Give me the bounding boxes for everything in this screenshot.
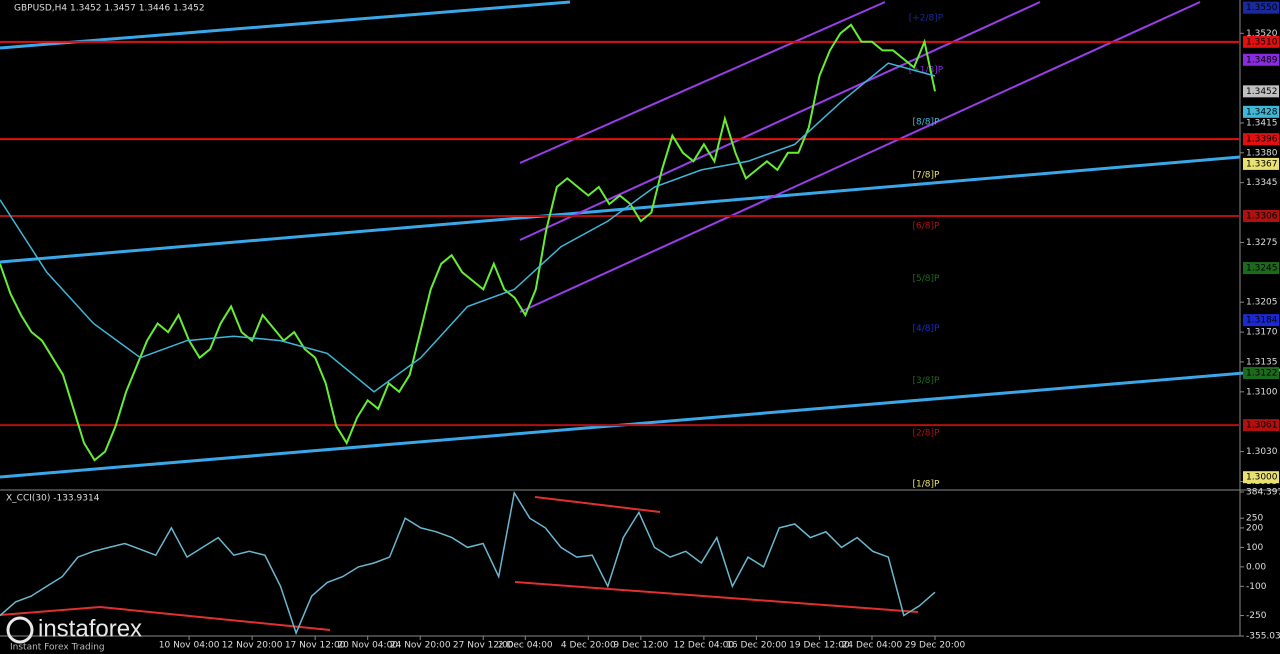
murray-label: [+1/8]P (909, 66, 944, 76)
y-tick-label: 1.3030 (1246, 447, 1278, 457)
level-label: 1.3550 (1246, 3, 1278, 13)
y-tick-label: 384.3971 (1246, 488, 1280, 498)
trend-lines (0, 0, 1280, 637)
y-tick-label: 1.3380 (1246, 148, 1278, 158)
channel-line (519, 1, 886, 164)
level-box (1243, 471, 1279, 484)
level-label: 1.3245 (1246, 264, 1278, 274)
y-tick-label: 100 (1246, 543, 1263, 553)
y-tick-label: 1.3520 (1246, 29, 1278, 39)
x-tick-label: 2 Dec 04:00 (498, 641, 553, 651)
indicator-title: X_CCI(30) -133.9314 (6, 494, 100, 504)
y-tick-label: -355.031 (1246, 632, 1280, 642)
divergence-line (514, 581, 919, 613)
x-tick-label: 24 Nov 20:00 (390, 641, 451, 651)
level-label: 1.3184 (1246, 316, 1278, 326)
y-tick-label: 1.3415 (1246, 118, 1278, 128)
y-tick-label: 0.00 (1246, 562, 1266, 572)
series-line (0, 62, 936, 393)
level-box (1243, 35, 1279, 48)
level-label: 1.3396 (1246, 135, 1278, 145)
level-label: 1.3510 (1246, 37, 1278, 47)
x-tick-label: 12 Nov 20:00 (222, 641, 283, 651)
trend-line (0, 155, 1241, 264)
y-tick-label: 200 (1246, 523, 1263, 533)
murray-label: [+2/8]P (909, 13, 944, 23)
chart-title: GBPUSD,H4 1.3452 1.3457 1.3446 1.3452 (14, 4, 205, 14)
x-tick-label: 29 Dec 20:00 (905, 641, 966, 651)
murray-label: [3/8]P (913, 376, 941, 386)
level-label: 1.3000 (1246, 473, 1278, 483)
murray-label: [5/8]P (913, 274, 941, 284)
logo-name: instaforex (38, 615, 142, 642)
x-tick-label: 27 Nov 12:00 (453, 641, 514, 651)
channel-line (519, 1, 1201, 313)
level-box (1243, 105, 1279, 118)
x-tick-label: 17 Nov 12:00 (285, 641, 346, 651)
y-tick-label: 1.3345 (1246, 178, 1278, 188)
x-tick-label: 19 Dec 12:00 (789, 641, 850, 651)
logo-tagline: Instant Forex Trading (10, 643, 105, 653)
x-tick-label: 4 Dec 20:00 (561, 641, 616, 651)
x-tick-label: 20 Nov 04:00 (337, 641, 398, 651)
murray-label: [2/8]P (913, 428, 941, 438)
divergence-line (0, 605, 331, 631)
murray-label: [1/8]P (913, 480, 941, 490)
y-tick-label: 1.3135 (1246, 357, 1278, 367)
x-tick-label: 16 Dec 20:00 (726, 641, 787, 651)
divergence-line (534, 496, 661, 513)
trend-line (0, 368, 1280, 479)
logo-icon (6, 616, 34, 644)
level-label: 1.3061 (1246, 421, 1278, 431)
series-line (0, 23, 936, 462)
level-box (1243, 53, 1279, 66)
x-tick-label: 10 Nov 04:00 (159, 641, 220, 651)
level-box (1243, 85, 1279, 98)
y-tick-label: 250 (1246, 514, 1263, 524)
level-box (1243, 157, 1279, 170)
level-box (1243, 419, 1279, 432)
level-label: 1.3306 (1246, 211, 1278, 221)
level-label: 1.3428 (1246, 107, 1278, 117)
y-tick-label: 1.3275 (1246, 238, 1278, 248)
level-label: 1.3452 (1246, 87, 1278, 97)
level-label: 1.3122 (1246, 369, 1278, 379)
level-box (1243, 367, 1279, 380)
y-tick-label: -250 (1246, 611, 1267, 621)
level-label: 1.3367 (1246, 159, 1278, 169)
murray-label: [7/8]P (913, 171, 941, 181)
x-tick-label: 24 Dec 04:00 (842, 641, 903, 651)
level-box (1243, 209, 1279, 222)
level-label: 1.3489 (1246, 55, 1278, 65)
level-box (1243, 314, 1279, 327)
y-tick-label: 1.3170 (1246, 328, 1278, 338)
y-tick-label: 1.3205 (1246, 298, 1278, 308)
level-box (1243, 262, 1279, 275)
y-tick-label: 1.3100 (1246, 387, 1278, 397)
series-line (0, 490, 936, 636)
x-tick-label: 9 Dec 12:00 (613, 641, 668, 651)
x-tick-label: 12 Dec 04:00 (674, 641, 735, 651)
level-box (1243, 1, 1279, 14)
murray-label: [4/8]P (913, 324, 941, 334)
level-box (1243, 133, 1279, 146)
y-tick-label: -100 (1246, 582, 1267, 592)
murray-label: [6/8]P (913, 222, 941, 232)
trend-line (0, 0, 571, 50)
murray-label: [8/8]P (913, 118, 941, 128)
